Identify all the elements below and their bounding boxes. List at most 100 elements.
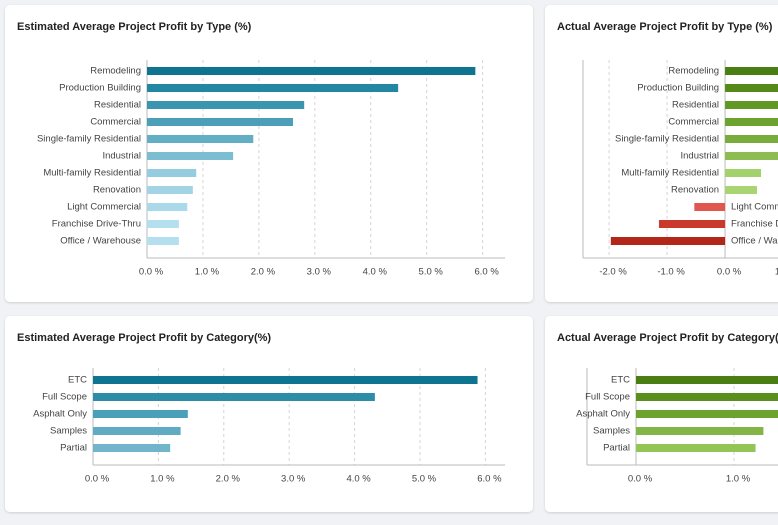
bar bbox=[147, 101, 305, 109]
bar bbox=[636, 393, 778, 401]
x-tick-label: 1.0 % bbox=[775, 267, 778, 278]
category-label: Production Building bbox=[637, 83, 719, 94]
x-tick-label: 1.0 % bbox=[195, 267, 220, 278]
bar bbox=[93, 427, 181, 435]
category-label: Renovation bbox=[671, 185, 719, 196]
x-tick-label: 6.0 % bbox=[474, 267, 499, 278]
bar bbox=[636, 444, 756, 452]
bar bbox=[725, 152, 778, 160]
category-label: Residential bbox=[672, 100, 719, 111]
bar bbox=[147, 135, 254, 143]
chart-card: Actual Average Project Profit by Type (%… bbox=[545, 5, 778, 302]
bar bbox=[725, 67, 778, 75]
category-label: Multi-family Residential bbox=[43, 168, 141, 179]
bar bbox=[636, 410, 778, 418]
bar bbox=[147, 169, 197, 177]
category-label: Commercial bbox=[90, 117, 141, 128]
x-tick-label: 1.0 % bbox=[150, 474, 175, 485]
chart: Estimated Average Project Profit by Type… bbox=[17, 21, 505, 278]
bar bbox=[636, 376, 778, 384]
bar bbox=[725, 169, 762, 177]
category-label: Franchise Drive-Thru bbox=[52, 219, 141, 230]
bar bbox=[147, 84, 399, 92]
bar bbox=[147, 203, 188, 211]
chart-card: Actual Average Project Profit by Categor… bbox=[545, 316, 778, 512]
x-tick-label: 2.0 % bbox=[216, 474, 241, 485]
bar bbox=[147, 118, 293, 126]
category-label: Full Scope bbox=[42, 392, 87, 403]
bar bbox=[93, 410, 188, 418]
bar bbox=[147, 152, 234, 160]
category-label: Single-family Residential bbox=[37, 134, 141, 145]
bar bbox=[725, 101, 778, 109]
category-label: Samples bbox=[593, 426, 630, 437]
bar bbox=[636, 427, 764, 435]
bar bbox=[610, 237, 726, 245]
category-label: Light Commercial bbox=[67, 202, 141, 213]
category-label: Light Commercial bbox=[731, 202, 778, 213]
bar bbox=[725, 186, 757, 194]
chart: Estimated Average Project Profit by Cate… bbox=[17, 332, 505, 485]
bar bbox=[725, 118, 778, 126]
chart: Actual Average Project Profit by Type (%… bbox=[557, 21, 778, 278]
category-label: Office / Warehouse bbox=[731, 236, 778, 247]
category-label: ETC bbox=[611, 375, 630, 386]
x-tick-label: 5.0 % bbox=[419, 267, 444, 278]
category-label: Asphalt Only bbox=[576, 409, 630, 420]
chart-card: Estimated Average Project Profit by Type… bbox=[5, 5, 533, 302]
x-tick-label: 1.0 % bbox=[726, 474, 751, 485]
category-label: Industrial bbox=[680, 151, 719, 162]
category-label: Commercial bbox=[668, 117, 719, 128]
x-tick-label: 3.0 % bbox=[281, 474, 306, 485]
card bbox=[5, 5, 533, 302]
x-tick-label: 0.0 % bbox=[717, 267, 742, 278]
x-tick-label: 5.0 % bbox=[412, 474, 437, 485]
bar bbox=[93, 444, 171, 452]
x-tick-label: 4.0 % bbox=[346, 474, 371, 485]
category-label: Partial bbox=[603, 443, 630, 454]
x-tick-label: 0.0 % bbox=[85, 474, 110, 485]
category-label: Renovation bbox=[93, 185, 141, 196]
bar bbox=[93, 393, 375, 401]
bar bbox=[147, 220, 179, 228]
category-label: Full Scope bbox=[585, 392, 630, 403]
x-tick-label: 6.0 % bbox=[477, 474, 502, 485]
category-label: Remodeling bbox=[90, 66, 141, 77]
category-label: Remodeling bbox=[668, 66, 719, 77]
bar bbox=[694, 203, 726, 211]
bar bbox=[658, 220, 726, 228]
bar bbox=[93, 376, 478, 384]
category-label: Industrial bbox=[102, 151, 141, 162]
x-tick-label: -1.0 % bbox=[657, 267, 685, 278]
bar bbox=[725, 84, 778, 92]
category-label: Single-family Residential bbox=[615, 134, 719, 145]
x-tick-label: 0.0 % bbox=[628, 474, 653, 485]
bar bbox=[147, 67, 476, 75]
category-label: ETC bbox=[68, 375, 87, 386]
category-label: Multi-family Residential bbox=[621, 168, 719, 179]
x-tick-label: 0.0 % bbox=[139, 267, 164, 278]
category-label: Partial bbox=[60, 443, 87, 454]
category-label: Residential bbox=[94, 100, 141, 111]
category-label: Franchise Drive-Thru bbox=[731, 219, 778, 230]
chart-title: Estimated Average Project Profit by Cate… bbox=[17, 332, 271, 344]
chart-title: Actual Average Project Profit by Type (%… bbox=[557, 21, 773, 33]
x-tick-label: -2.0 % bbox=[599, 267, 627, 278]
x-tick-label: 4.0 % bbox=[363, 267, 388, 278]
chart-title: Actual Average Project Profit by Categor… bbox=[557, 332, 778, 344]
x-tick-label: 2.0 % bbox=[251, 267, 276, 278]
card bbox=[5, 316, 533, 512]
bar bbox=[147, 186, 193, 194]
category-label: Samples bbox=[50, 426, 87, 437]
category-label: Production Building bbox=[59, 83, 141, 94]
chart-title: Estimated Average Project Profit by Type… bbox=[17, 21, 252, 33]
category-label: Asphalt Only bbox=[33, 409, 87, 420]
chart: Actual Average Project Profit by Categor… bbox=[557, 332, 778, 485]
bar bbox=[725, 135, 778, 143]
chart-card: Estimated Average Project Profit by Cate… bbox=[5, 316, 533, 512]
category-label: Office / Warehouse bbox=[60, 236, 141, 247]
bar bbox=[147, 237, 179, 245]
x-tick-label: 3.0 % bbox=[307, 267, 332, 278]
